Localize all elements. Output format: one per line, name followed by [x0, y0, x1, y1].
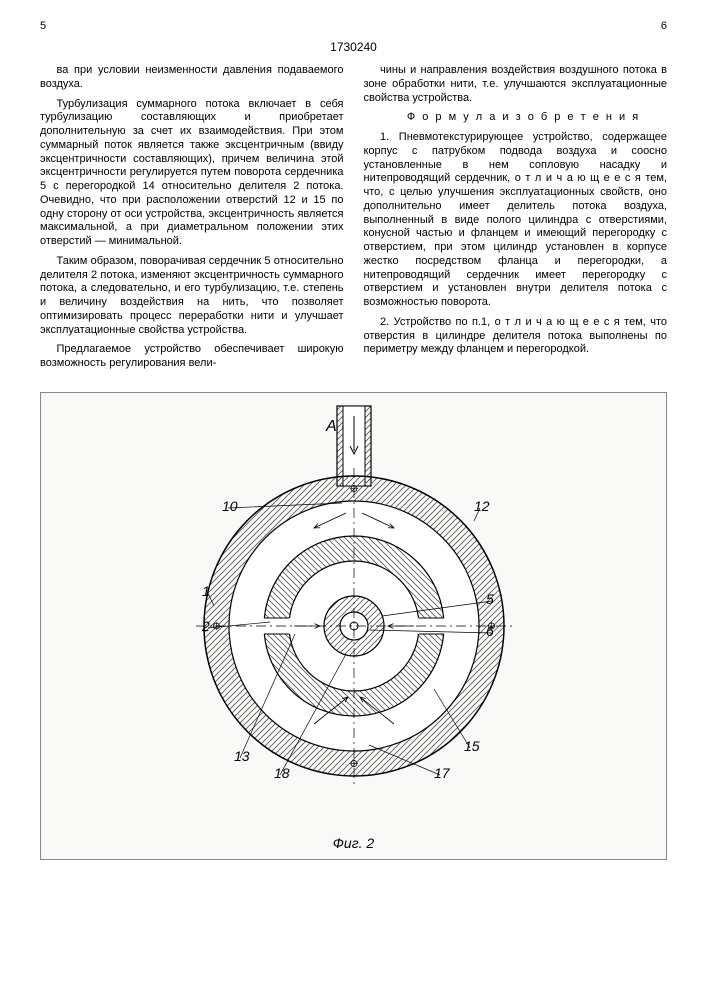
figure-2: А - А1012125613181517 Фиг. 2 — [40, 392, 667, 860]
claims-title: Ф о р м у л а и з о б р е т е н и я — [364, 111, 668, 125]
claim: 2. Устройство по п.1, о т л и ч а ю щ е … — [364, 316, 668, 357]
svg-text:5: 5 — [486, 591, 494, 607]
figure-caption: Фиг. 2 — [49, 835, 658, 851]
para: Турбулизация суммарного потока включает … — [40, 98, 344, 249]
doc-number: 1730240 — [40, 40, 667, 54]
page-num-left: 5 — [40, 20, 46, 32]
page-num-right: 6 — [661, 20, 667, 32]
svg-text:18: 18 — [274, 765, 290, 781]
svg-text:15: 15 — [464, 738, 480, 754]
para: чины и направления воздействия воздушног… — [364, 64, 668, 105]
claim: 1. Пневмотекстурирующее устройство, соде… — [364, 131, 668, 310]
svg-text:17: 17 — [434, 765, 451, 781]
right-column: чины и направления воздействия воздушног… — [364, 64, 668, 377]
svg-text:1: 1 — [202, 583, 210, 599]
para: Предлагаемое устройство обеспечивает шир… — [40, 343, 344, 371]
figure-svg: А - А1012125613181517 — [154, 401, 554, 831]
svg-text:6: 6 — [486, 623, 494, 639]
para: ва при условии неизменности давления под… — [40, 64, 344, 92]
svg-text:2: 2 — [201, 618, 210, 634]
svg-text:13: 13 — [234, 748, 250, 764]
para: Таким образом, поворачивая сердечник 5 о… — [40, 255, 344, 338]
text-columns: ва при условии неизменности давления под… — [40, 64, 667, 377]
svg-text:12: 12 — [474, 498, 490, 514]
left-column: ва при условии неизменности давления под… — [40, 64, 344, 377]
svg-text:10: 10 — [222, 498, 238, 514]
